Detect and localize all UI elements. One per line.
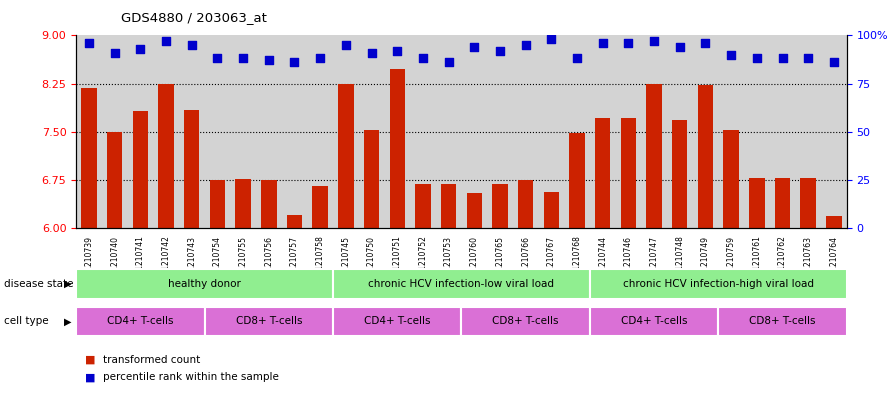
Text: CD8+ T-cells: CD8+ T-cells bbox=[236, 316, 302, 326]
Bar bbox=[492, 184, 508, 228]
Text: CD8+ T-cells: CD8+ T-cells bbox=[749, 316, 815, 326]
Bar bbox=[76, 307, 204, 336]
Bar bbox=[518, 180, 533, 228]
Point bbox=[365, 50, 379, 56]
Bar bbox=[441, 184, 456, 228]
Point bbox=[519, 42, 533, 48]
Point bbox=[827, 59, 841, 66]
Bar bbox=[826, 217, 841, 228]
Bar bbox=[723, 130, 739, 228]
Bar bbox=[621, 118, 636, 228]
Bar bbox=[544, 192, 559, 228]
Bar bbox=[210, 180, 225, 228]
Bar bbox=[313, 186, 328, 228]
Bar bbox=[133, 111, 148, 228]
Bar bbox=[646, 84, 662, 228]
Text: CD8+ T-cells: CD8+ T-cells bbox=[493, 316, 559, 326]
Text: ■: ■ bbox=[85, 372, 96, 382]
Point bbox=[801, 55, 815, 62]
Bar bbox=[236, 178, 251, 228]
Bar bbox=[569, 133, 585, 228]
Text: chronic HCV infection-low viral load: chronic HCV infection-low viral load bbox=[368, 279, 555, 289]
Bar bbox=[595, 118, 610, 228]
Bar bbox=[415, 184, 431, 228]
Bar bbox=[749, 178, 764, 228]
Point bbox=[647, 38, 661, 44]
Bar bbox=[82, 88, 97, 228]
Text: healthy donor: healthy donor bbox=[168, 279, 241, 289]
Bar bbox=[333, 307, 461, 336]
Text: GDS4880 / 203063_at: GDS4880 / 203063_at bbox=[121, 11, 267, 24]
Text: cell type: cell type bbox=[4, 316, 49, 326]
Bar bbox=[590, 307, 719, 336]
Bar bbox=[333, 269, 590, 299]
Point bbox=[442, 59, 456, 66]
Text: CD4+ T-cells: CD4+ T-cells bbox=[621, 316, 687, 326]
Point bbox=[313, 55, 327, 62]
Point bbox=[390, 48, 404, 54]
Bar bbox=[338, 84, 354, 228]
Point bbox=[775, 55, 789, 62]
Bar bbox=[698, 85, 713, 228]
Text: disease state: disease state bbox=[4, 279, 74, 289]
Text: percentile rank within the sample: percentile rank within the sample bbox=[103, 372, 279, 382]
Point bbox=[621, 40, 635, 46]
Text: CD4+ T-cells: CD4+ T-cells bbox=[364, 316, 430, 326]
Point bbox=[262, 57, 276, 64]
Point bbox=[185, 42, 199, 48]
Text: ■: ■ bbox=[85, 354, 96, 365]
Text: transformed count: transformed count bbox=[103, 354, 201, 365]
Bar bbox=[159, 84, 174, 228]
Point bbox=[134, 46, 148, 52]
Bar bbox=[590, 269, 847, 299]
Point bbox=[698, 40, 712, 46]
Bar bbox=[204, 307, 333, 336]
Bar bbox=[800, 178, 816, 228]
Text: CD4+ T-cells: CD4+ T-cells bbox=[108, 316, 174, 326]
Bar bbox=[261, 180, 277, 228]
Point bbox=[339, 42, 353, 48]
Point bbox=[108, 50, 122, 56]
Point bbox=[493, 48, 507, 54]
Point bbox=[416, 55, 430, 62]
Bar bbox=[467, 193, 482, 228]
Text: ▶: ▶ bbox=[65, 279, 72, 289]
Point bbox=[467, 44, 481, 50]
Point bbox=[724, 51, 738, 58]
Bar bbox=[672, 120, 687, 228]
Point bbox=[211, 55, 225, 62]
Text: ▶: ▶ bbox=[65, 316, 72, 326]
Point bbox=[544, 36, 558, 42]
Bar bbox=[76, 269, 333, 299]
Point bbox=[288, 59, 302, 66]
Point bbox=[82, 40, 96, 46]
Point bbox=[673, 44, 687, 50]
Bar bbox=[461, 307, 590, 336]
Text: chronic HCV infection-high viral load: chronic HCV infection-high viral load bbox=[623, 279, 814, 289]
Bar bbox=[287, 215, 302, 228]
Point bbox=[236, 55, 250, 62]
Bar bbox=[184, 110, 200, 228]
Bar bbox=[719, 307, 847, 336]
Point bbox=[159, 38, 173, 44]
Bar bbox=[107, 132, 123, 228]
Bar bbox=[364, 130, 379, 228]
Bar bbox=[775, 178, 790, 228]
Point bbox=[750, 55, 764, 62]
Point bbox=[596, 40, 610, 46]
Bar bbox=[390, 69, 405, 228]
Point bbox=[570, 55, 584, 62]
